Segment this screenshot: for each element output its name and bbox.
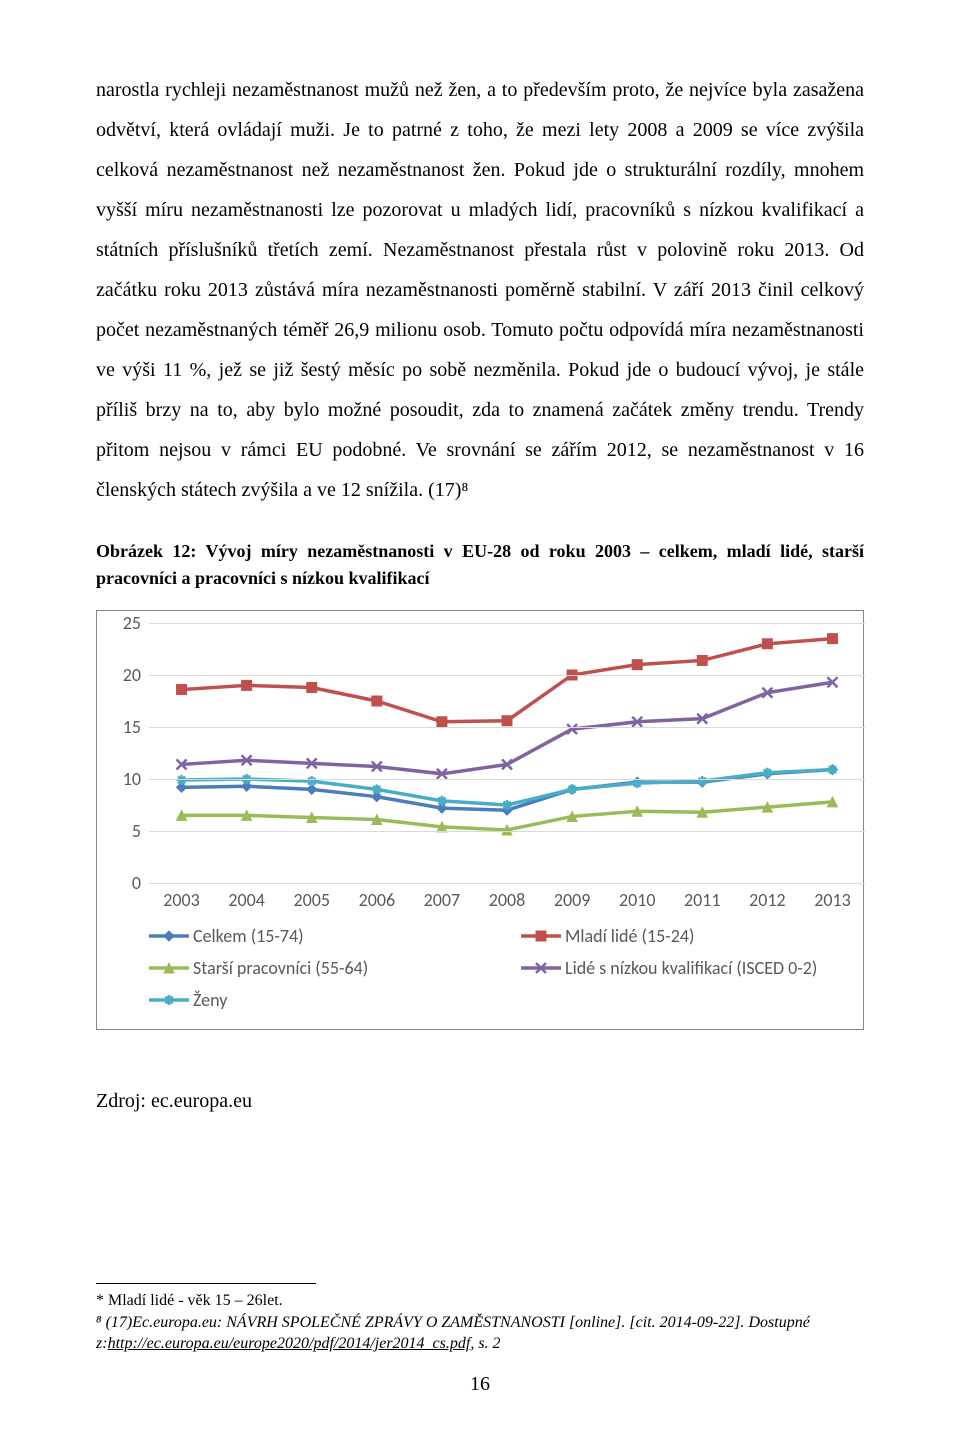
marker-mladi (762, 639, 772, 649)
legend-item-starsi: Starší pracovníci (55-64) (149, 957, 493, 979)
marker-zeny (697, 776, 707, 786)
marker-zeny (502, 800, 512, 810)
footnotes-block: * Mladí lidé - věk 15 – 26let. ⁸ (17)Ec.… (96, 1290, 864, 1355)
y-tick-label: 25 (123, 612, 141, 634)
marker-mladi (242, 680, 252, 690)
gridline (149, 623, 865, 624)
chart-x-axis: 2003200420052006200720082009201020112012… (149, 889, 865, 911)
series-line-nizka (182, 682, 833, 774)
body-paragraph: narostla rychleji nezaměstnanost mužů ne… (96, 70, 864, 510)
legend-swatch-zeny (149, 992, 189, 1008)
y-tick-label: 10 (123, 768, 141, 790)
x-tick-label: 2004 (214, 889, 279, 911)
legend-row: Starší pracovníci (55-64) Lidé s nízkou k… (149, 957, 865, 979)
x-tick-label: 2012 (735, 889, 800, 911)
footnote-rule (96, 1283, 316, 1284)
gridline (149, 779, 865, 780)
footnote-star: * Mladí lidé - věk 15 – 26let. (96, 1290, 864, 1312)
x-tick-label: 2003 (149, 889, 214, 911)
legend-label: Mladí lidé (15-24) (565, 925, 694, 947)
marker-mladi (827, 634, 837, 644)
legend-row: Ženy (149, 989, 865, 1011)
marker-mladi (307, 682, 317, 692)
x-tick-label: 2009 (540, 889, 605, 911)
x-tick-label: 2011 (670, 889, 735, 911)
marker-zeny (372, 784, 382, 794)
x-tick-label: 2005 (279, 889, 344, 911)
y-tick-label: 0 (132, 872, 141, 894)
marker-zeny (827, 765, 837, 775)
marker-zeny (762, 768, 772, 778)
marker-zeny (307, 776, 317, 786)
page-number: 16 (96, 1373, 864, 1396)
y-tick-label: 20 (123, 664, 141, 686)
chart-legend: Celkem (15-74) Mladí lidé (15-24) Starší p… (149, 925, 865, 1011)
footnote-8-text-b: , s. 2 (470, 1335, 500, 1352)
legend-label: Ženy (193, 989, 227, 1011)
legend-swatch-celkem (149, 928, 189, 944)
legend-swatch-mladi (521, 928, 561, 944)
figure-caption: Obrázek 12: Vývoj míry nezaměstnanosti v… (96, 538, 864, 592)
x-tick-label: 2008 (474, 889, 539, 911)
footnote-8-link: http://ec.europa.eu/europe2020/pdf/2014/… (108, 1335, 471, 1352)
marker-mladi (502, 716, 512, 726)
x-tick-label: 2013 (800, 889, 865, 911)
marker-zeny (437, 796, 447, 806)
marker-mladi (372, 696, 382, 706)
x-tick-label: 2006 (344, 889, 409, 911)
legend-label: Lidé s nízkou kvalifikací (ISCED 0-2) (565, 957, 817, 979)
legend-item-celkem: Celkem (15-74) (149, 925, 493, 947)
chart-svg (149, 623, 865, 883)
legend-item-nizka: Lidé s nízkou kvalifikací (ISCED 0-2) (521, 957, 865, 979)
x-tick-label: 2007 (409, 889, 474, 911)
source-line: Zdroj: ec.europa.eu (96, 1090, 864, 1113)
marker-mladi (177, 685, 187, 695)
legend-item-zeny: Ženy (149, 989, 493, 1011)
marker-mladi (697, 655, 707, 665)
marker-mladi (437, 717, 447, 727)
y-tick-label: 5 (132, 820, 141, 842)
legend-item-empty (521, 989, 865, 1011)
marker-mladi (632, 660, 642, 670)
gridline (149, 883, 865, 884)
chart-plot-area: 0510152025 (149, 623, 865, 883)
legend-row: Celkem (15-74) Mladí lidé (15-24) (149, 925, 865, 947)
legend-swatch-nizka (521, 960, 561, 976)
marker-zeny (567, 784, 577, 794)
legend-item-mladi: Mladí lidé (15-24) (521, 925, 865, 947)
gridline (149, 675, 865, 676)
legend-label: Celkem (15-74) (193, 925, 304, 947)
legend-swatch-starsi (149, 960, 189, 976)
gridline (149, 831, 865, 832)
legend-label: Starší pracovníci (55-64) (193, 957, 368, 979)
x-tick-label: 2010 (605, 889, 670, 911)
series-line-mladi (182, 639, 833, 722)
gridline (149, 727, 865, 728)
unemployment-chart: 0510152025 20032004200520062007200820092… (96, 610, 864, 1030)
marker-zeny (177, 775, 187, 785)
footnote-8: ⁸ (17)Ec.europa.eu: NÁVRH SPOLEČNÉ ZPRÁV… (96, 1312, 864, 1355)
y-tick-label: 15 (123, 716, 141, 738)
